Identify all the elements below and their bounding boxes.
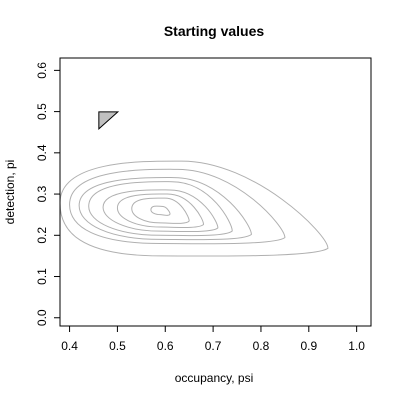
x-axis-label: occupancy, psi [175,371,254,385]
x-tick-label: 0.9 [300,339,317,353]
plot-area [60,160,329,257]
contour-line [69,168,286,245]
x-tick-label: 1.0 [348,339,365,353]
chart-title: Starting values [164,23,265,39]
x-tick-label: 0.4 [61,339,78,353]
y-tick-label: 0.2 [35,227,49,244]
contour-line [88,181,233,237]
x-axis: 0.4 0.5 0.6 0.7 0.8 0.9 1.0 [61,326,365,353]
x-tick-label: 0.8 [253,339,270,353]
starting-value-marker [98,111,120,130]
x-tick-label: 0.7 [205,339,222,353]
x-tick-label: 0.5 [109,339,126,353]
contour-line [131,197,190,224]
y-axis-label: detection, pi [3,160,17,225]
y-tick-label: 0.6 [35,62,49,79]
y-tick-label: 0.0 [35,309,49,326]
contour-line [116,193,205,228]
plot-frame [59,57,372,327]
y-tick-label: 0.4 [35,144,49,161]
contour-line [102,189,219,233]
contour-line [150,205,171,216]
y-axis: 0.0 0.1 0.2 0.3 0.4 0.5 0.6 [35,62,60,326]
y-tick-label: 0.5 [35,103,49,120]
contour-line [60,160,329,257]
y-tick-label: 0.3 [35,185,49,202]
x-tick-label: 0.6 [157,339,174,353]
y-tick-label: 0.1 [35,268,49,285]
contour-line [78,177,252,241]
